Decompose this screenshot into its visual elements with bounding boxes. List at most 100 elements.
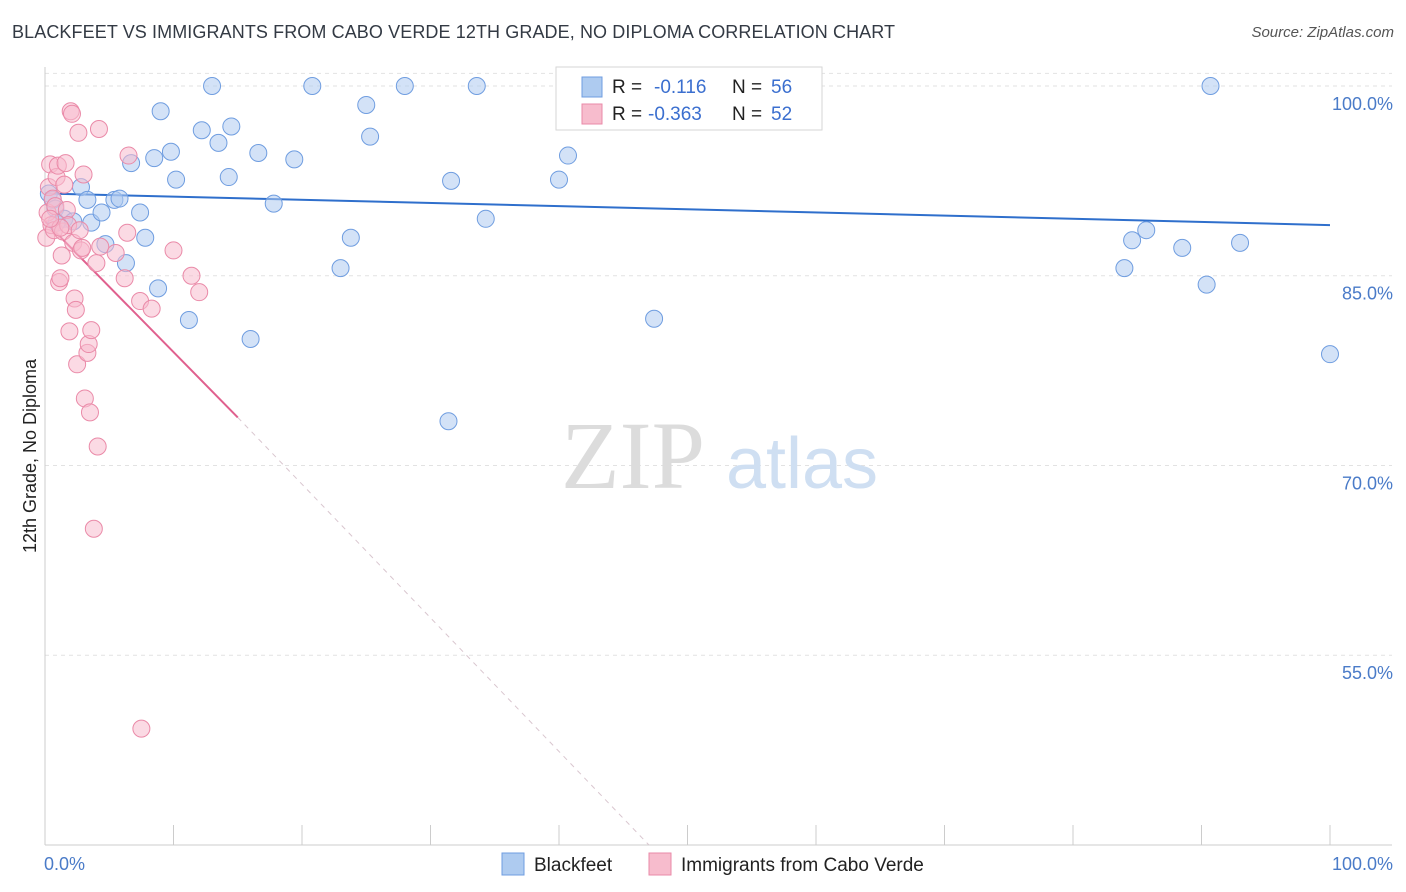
y-tick-label-1: 85.0% [1342, 284, 1393, 304]
legend-r-value-blue: -0.116 [654, 77, 706, 98]
cabo-verde-point-28 [73, 238, 92, 257]
blackfeet-point-50 [1197, 275, 1216, 294]
bottom-legend-label-blue: Blackfeet [534, 855, 613, 876]
cabo-verde-point-34 [82, 321, 101, 340]
y-tick-label-2: 70.0% [1342, 473, 1393, 493]
cabo-verde-point-24 [68, 355, 87, 374]
blackfeet-point-48 [1173, 238, 1192, 257]
blackfeet-point-47 [1137, 221, 1156, 240]
blackfeet-point-38 [442, 171, 461, 190]
blackfeet-point-27 [241, 329, 260, 348]
bottom-legend-label-pink: Immigrants from Cabo Verde [681, 855, 924, 876]
trend-lines [44, 192, 1331, 846]
cabo-verde-point-33 [80, 403, 99, 422]
cabo-verde-point-38 [89, 119, 108, 138]
legend-n-value-pink: 52 [771, 104, 792, 125]
legend-r-value-pink: -0.363 [648, 104, 702, 125]
cabo-verde-point-40 [115, 269, 134, 288]
axes [44, 67, 1392, 846]
blackfeet-point-39 [467, 76, 486, 95]
blackfeet-point-23 [203, 76, 222, 95]
blackfeet-point-25 [219, 168, 238, 187]
blackfeet-point-43 [645, 309, 664, 328]
cabo-verde-point-29 [74, 165, 93, 184]
bottom-legend-swatch-pink [648, 852, 672, 876]
cabo-verde-point-23 [66, 300, 85, 319]
blackfeet-trend-line [44, 192, 1331, 227]
cabo-verde-point-20 [62, 104, 81, 123]
cabo-verde-point-47 [182, 266, 201, 285]
x-tick-label-min: 0.0% [44, 854, 85, 874]
tick-labels: 100.0% 85.0% 70.0% 55.0% 0.0% 100.0% [44, 94, 1393, 874]
correlation-legend: R = -0.116 N = 56 R = -0.363 N = 52 [555, 66, 823, 131]
grid-lines [45, 72, 1392, 656]
blackfeet-point-35 [361, 127, 380, 146]
chart-source: Source: ZipAtlas.com [1251, 24, 1394, 41]
watermark-atlas: atlas [726, 424, 878, 504]
cabo-verde-point-18 [60, 322, 79, 341]
cabo-verde-point-51 [41, 209, 60, 228]
legend-r-label-blue: R = [612, 77, 642, 98]
y-axis-title: 12th Grade, No Diploma [20, 358, 40, 553]
x-tick-label-max: 100.0% [1332, 854, 1393, 874]
blackfeet-point-41 [550, 170, 568, 189]
blackfeet-point-46 [1123, 231, 1142, 250]
cabo-verde-point-15 [56, 154, 75, 173]
blackfeet-point-17 [149, 279, 168, 298]
blackfeet-point-40 [476, 209, 495, 228]
cabo-verde-point-37 [88, 437, 107, 456]
cabo-verde-point-45 [142, 299, 161, 318]
blackfeet-point-52 [1321, 345, 1339, 364]
cabo-verde-point-16 [57, 200, 76, 219]
cabo-verde-point-42 [119, 146, 138, 165]
cabo-verde-point-39 [91, 237, 110, 256]
blackfeet-point-36 [395, 76, 414, 95]
cabo-verde-point-36 [87, 254, 106, 273]
blackfeet-point-49 [1201, 76, 1220, 95]
y-tick-label-3: 55.0% [1342, 663, 1393, 683]
cabo-verde-point-12 [52, 246, 71, 265]
blackfeet-point-14 [131, 203, 150, 222]
cabo-verde-point-49 [106, 243, 125, 262]
blackfeet-point-8 [92, 203, 111, 222]
blackfeet-point-29 [264, 194, 283, 213]
blackfeet-point-34 [357, 95, 376, 114]
blackfeet-point-45 [1115, 259, 1134, 278]
blackfeet-point-11 [110, 189, 129, 208]
bottom-legend-swatch-blue [501, 852, 525, 876]
y-tick-label-0: 100.0% [1332, 94, 1393, 114]
chart-title: BLACKFEET VS IMMIGRANTS FROM CABO VERDE … [12, 22, 896, 42]
legend-n-value-blue: 56 [771, 77, 792, 98]
blackfeet-point-37 [439, 412, 458, 431]
cabo-verde-point-41 [118, 223, 137, 242]
cabo-verde-trend-extension [237, 417, 650, 846]
blackfeet-point-21 [179, 311, 198, 330]
blackfeet-point-20 [167, 170, 186, 189]
blackfeet-point-28 [249, 144, 268, 163]
cabo-verde-point-26 [70, 221, 89, 240]
blackfeet-point-18 [151, 102, 170, 121]
blackfeet-point-31 [303, 76, 322, 95]
blackfeet-point-6 [78, 190, 97, 209]
blackfeet-point-30 [285, 150, 304, 169]
blackfeet-point-19 [161, 142, 180, 161]
blackfeet-point-32 [331, 259, 350, 278]
blackfeet-point-16 [145, 149, 164, 168]
cabo-verde-point-11 [51, 269, 70, 288]
blackfeet-point-24 [209, 133, 228, 152]
legend-r-label-pink: R = [612, 104, 642, 125]
cabo-verde-point-44 [132, 719, 151, 738]
blackfeet-point-22 [192, 121, 211, 140]
cabo-verde-point-25 [69, 123, 88, 142]
watermark-zip: ZIP [561, 402, 705, 509]
data-points [37, 76, 1339, 738]
legend-n-label-blue: N = [732, 77, 762, 98]
legend-n-label-pink: N = [732, 104, 762, 125]
series-legend: Blackfeet Immigrants from Cabo Verde [501, 852, 924, 876]
cabo-verde-point-35 [84, 519, 103, 538]
cabo-verde-point-14 [55, 175, 74, 194]
legend-swatch-blue [581, 76, 603, 98]
cabo-verde-point-46 [164, 241, 183, 260]
blackfeet-point-51 [1231, 233, 1250, 252]
